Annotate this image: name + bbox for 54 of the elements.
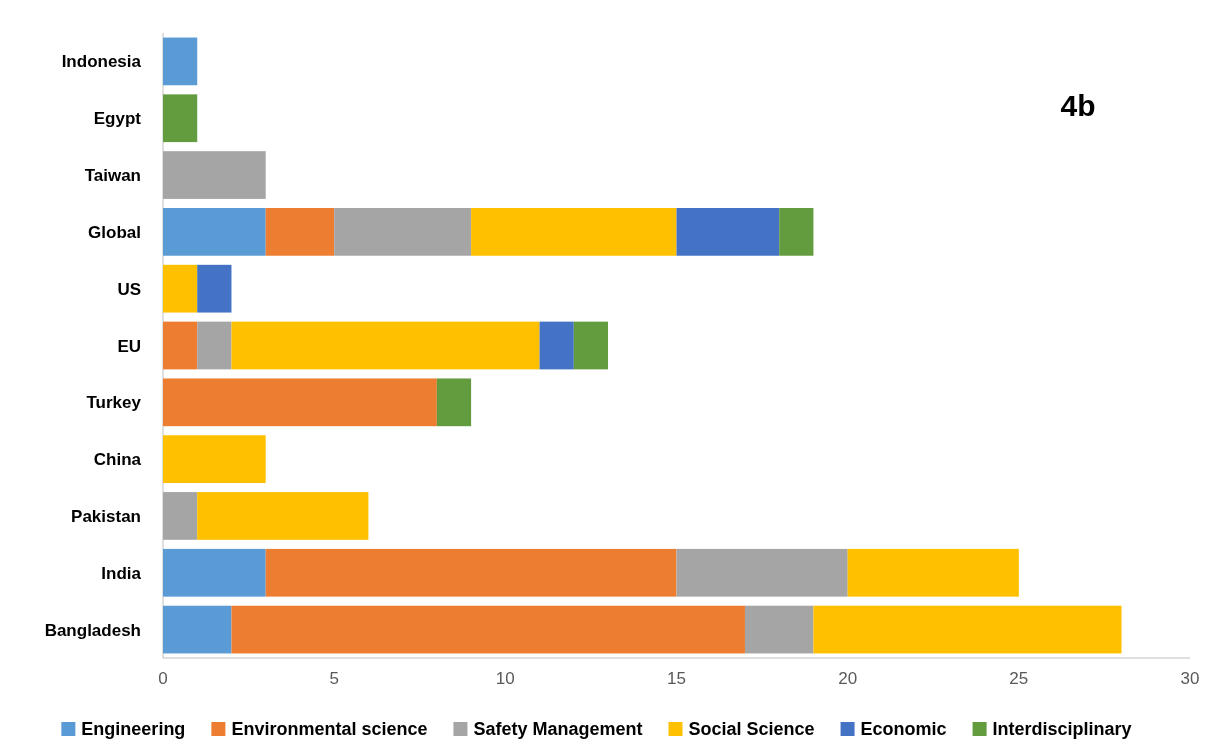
y-tick-label: Turkey [86,393,142,413]
bar [334,208,472,256]
bar [676,208,780,256]
bar [163,37,198,86]
bar [813,605,1122,654]
bar [197,492,369,540]
y-tick-label: Pakistan [71,506,141,526]
legend-label: Economic [860,719,947,739]
x-tick-label: 10 [495,669,515,688]
bar [676,548,848,597]
x-tick-label: 0 [158,669,168,688]
bar [265,548,677,597]
legend-label: Environmental science [231,719,428,739]
bar [197,321,232,370]
y-tick-label: Global [88,222,141,242]
bar [163,264,198,313]
y-tick-label: US [117,279,141,299]
bar [847,548,1019,597]
legend-label: Social Science [688,719,815,739]
legend-label: Interdisciplinary [992,719,1132,739]
bar [163,321,198,370]
y-tick-label: Taiwan [84,166,141,186]
x-tick-label: 25 [1009,669,1029,688]
annotation: 4b [1060,89,1096,122]
x-tick-label: 20 [838,669,858,688]
x-tick-label: 15 [667,669,686,688]
y-tick-label: China [93,450,142,470]
bar [539,321,574,370]
bar [265,208,335,256]
bar [231,321,540,370]
bar [163,492,198,540]
bar [163,151,266,199]
bar [573,321,609,370]
y-tick-label: Bangladesh [44,620,141,640]
bar [163,378,437,427]
y-tick-label: Indonesia [61,52,142,72]
bar [436,378,472,427]
y-tick-label: India [101,563,142,583]
legend-label: Safety Management [473,719,643,739]
bar [163,208,266,256]
bar [231,605,745,654]
legend-label: Engineering [81,719,186,739]
bar [163,605,232,654]
bar [163,548,266,597]
y-tick-label: Egypt [93,109,142,129]
bar [779,208,814,256]
x-tick-label: 30 [1180,669,1200,688]
bar [471,208,677,256]
y-tick-label: EU [117,336,141,356]
x-tick-label: 5 [329,669,339,688]
bar [163,435,266,483]
bar [163,94,198,143]
bar [197,264,232,313]
bar [744,605,814,654]
